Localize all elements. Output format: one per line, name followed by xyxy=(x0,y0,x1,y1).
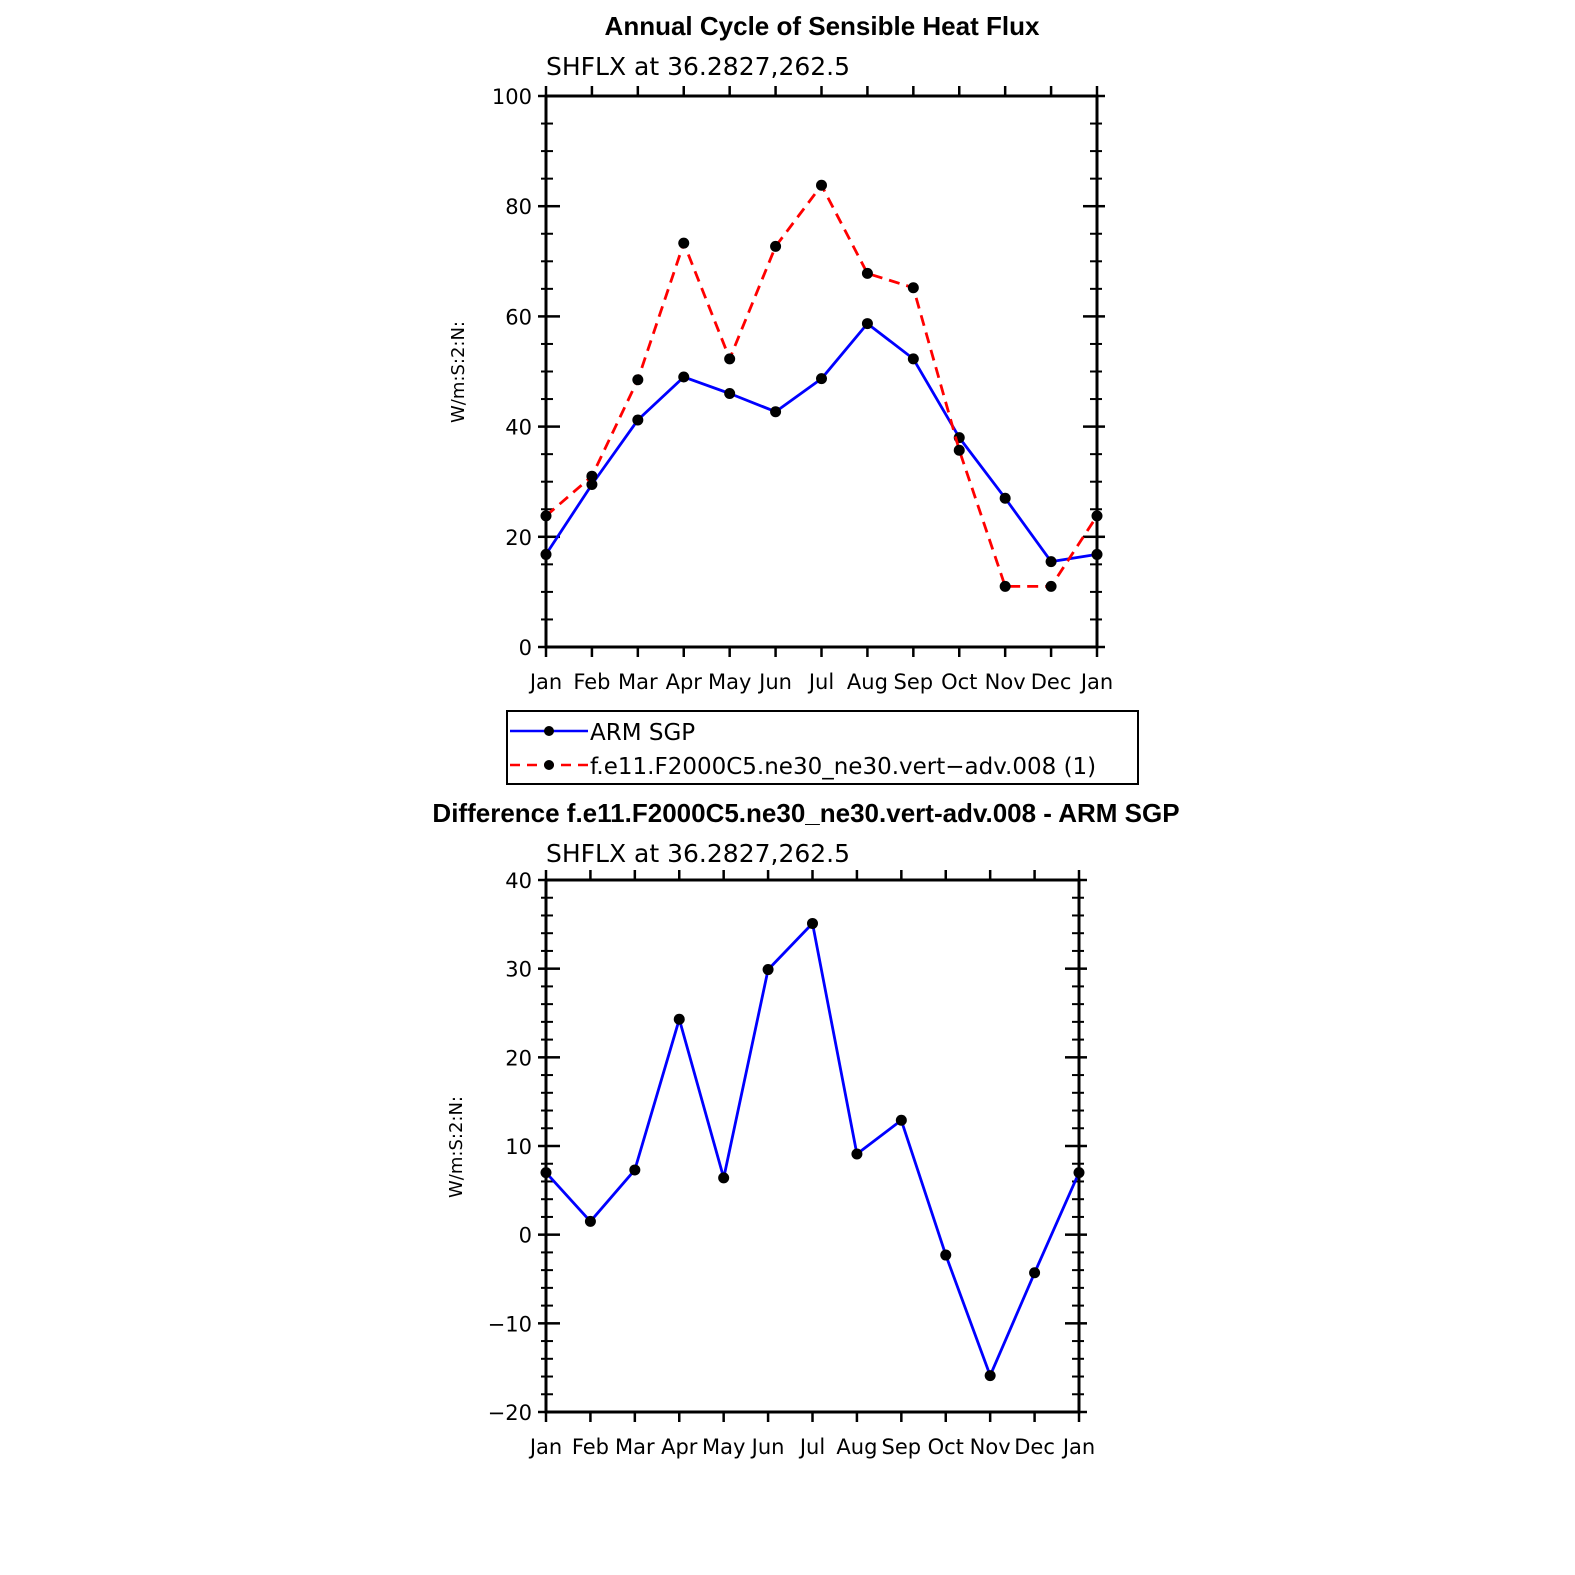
legend: ARM SGP f.e11.F2000C5.ne30_ne30.vert−adv… xyxy=(506,710,1139,785)
data-point xyxy=(586,478,598,490)
x-tick-label: Oct xyxy=(928,1435,964,1459)
y-tick-labels: 0 20 40 60 80 100 xyxy=(492,85,532,660)
x-tick-label: Sep xyxy=(894,670,934,694)
x-tick-label: Feb xyxy=(572,1435,609,1459)
y-tick-label: 10 xyxy=(505,1135,532,1159)
x-tick-label: Mar xyxy=(618,670,658,694)
x-tick-label: Apr xyxy=(661,1435,698,1459)
x-tick-label: May xyxy=(708,670,751,694)
x-tick-label: Jul xyxy=(807,670,834,694)
data-point xyxy=(584,1215,596,1227)
data-point xyxy=(762,964,774,976)
legend-label-obs: ARM SGP xyxy=(590,720,695,746)
y-tick-label: 20 xyxy=(505,526,532,550)
data-point xyxy=(678,371,690,383)
series-line-1 xyxy=(545,183,1099,588)
data-point xyxy=(940,1249,952,1261)
data-point xyxy=(718,1172,730,1184)
difference-chart: Difference f.e11.F2000C5.ne30_ne30.vert-… xyxy=(432,798,1179,1459)
plot-frame xyxy=(544,94,1099,649)
chart-subtitle: SHFLX at 36.2827,262.5 xyxy=(546,52,850,81)
data-point xyxy=(1045,580,1057,592)
data-point xyxy=(678,237,690,249)
legend-box xyxy=(506,710,1139,785)
x-tick-labels: Jan Feb Mar Apr May Jun Jul Aug Sep Oct Nov Dec Jan xyxy=(528,1435,1095,1459)
data-point xyxy=(816,373,827,385)
chart-subtitle: SHFLX at 36.2827,262.5 xyxy=(546,839,850,868)
data-point xyxy=(861,267,873,279)
x-tick-labels: Jan Feb Mar Apr May Jun Jul Aug Sep Oct Nov Dec Jan xyxy=(528,670,1113,694)
series-line-0 xyxy=(544,922,1081,1377)
x-tick-label: Jan xyxy=(528,1435,562,1459)
y-axis-label: W/m:S:2:N: xyxy=(448,321,469,423)
x-tick-label: Jun xyxy=(750,1435,785,1459)
data-point xyxy=(673,1013,685,1025)
x-tick-label: Dec xyxy=(1031,670,1072,694)
data-point xyxy=(999,492,1011,504)
x-tick-label: Nov xyxy=(985,670,1026,694)
data-point xyxy=(907,353,919,365)
x-tick-label: Jan xyxy=(1079,670,1113,694)
x-tick-label: Oct xyxy=(941,670,977,694)
data-point xyxy=(770,406,782,418)
data-point xyxy=(770,240,782,252)
data-point xyxy=(984,1370,996,1382)
y-tick-label: 100 xyxy=(492,85,532,109)
data-point xyxy=(907,282,919,294)
data-point xyxy=(895,1114,907,1126)
x-tick-label: Sep xyxy=(882,1435,922,1459)
annual-cycle-chart: Annual Cycle of Sensible Heat Flux SHFLX… xyxy=(448,11,1139,785)
x-tick-label: Dec xyxy=(1014,1435,1055,1459)
chart-title: Difference f.e11.F2000C5.ne30_ne30.vert-… xyxy=(432,798,1179,828)
x-tick-label: Jan xyxy=(528,670,562,694)
x-tick-label: Jan xyxy=(1061,1435,1095,1459)
data-point xyxy=(586,470,598,482)
series-line-0 xyxy=(544,322,1098,563)
legend-label-model: f.e11.F2000C5.ne30_ne30.vert−adv.008 (1) xyxy=(590,754,1096,780)
y-tick-label: 30 xyxy=(505,958,532,982)
series-layer xyxy=(540,917,1085,1382)
x-tick-label: Jul xyxy=(798,1435,825,1459)
y-tick-label: 20 xyxy=(505,1046,532,1070)
data-point xyxy=(816,179,827,191)
data-point xyxy=(807,917,818,929)
x-tick-label: Apr xyxy=(666,670,703,694)
y-tick-label: 0 xyxy=(519,1224,532,1248)
y-tick-label: 80 xyxy=(505,195,532,219)
y-tick-label: 40 xyxy=(505,416,532,440)
x-tick-label: Aug xyxy=(847,670,888,694)
legend-marker-model xyxy=(544,760,554,770)
data-point xyxy=(953,444,965,456)
data-point xyxy=(861,318,873,330)
data-point xyxy=(1029,1267,1041,1279)
x-tick-label: Feb xyxy=(573,670,610,694)
x-tick-label: Nov xyxy=(970,1435,1011,1459)
x-tick-label: Jun xyxy=(757,670,792,694)
y-tick-label: 40 xyxy=(505,869,532,893)
y-tick-label: 0 xyxy=(519,636,532,660)
data-point xyxy=(632,414,644,426)
x-tick-label: Aug xyxy=(836,1435,877,1459)
chart-title: Annual Cycle of Sensible Heat Flux xyxy=(605,11,1040,41)
y-axis-label: W/m:S:2:N: xyxy=(446,1096,467,1198)
y-tick-label: −10 xyxy=(488,1312,532,1336)
data-point xyxy=(629,1164,641,1176)
data-point xyxy=(724,353,736,365)
data-point xyxy=(1045,556,1057,568)
y-tick-labels: −20 −10 0 10 20 30 40 xyxy=(488,869,532,1425)
series-layer xyxy=(540,179,1103,592)
axis-ticks xyxy=(538,86,1105,657)
data-point xyxy=(632,374,644,386)
y-tick-label: −20 xyxy=(488,1401,532,1425)
data-point xyxy=(999,580,1011,592)
x-tick-label: Mar xyxy=(615,1435,655,1459)
data-point xyxy=(851,1148,863,1160)
data-point xyxy=(724,388,736,400)
plot-frame xyxy=(544,878,1081,1414)
y-tick-label: 60 xyxy=(505,305,532,329)
legend-marker-obs xyxy=(544,726,554,736)
x-tick-label: May xyxy=(702,1435,745,1459)
